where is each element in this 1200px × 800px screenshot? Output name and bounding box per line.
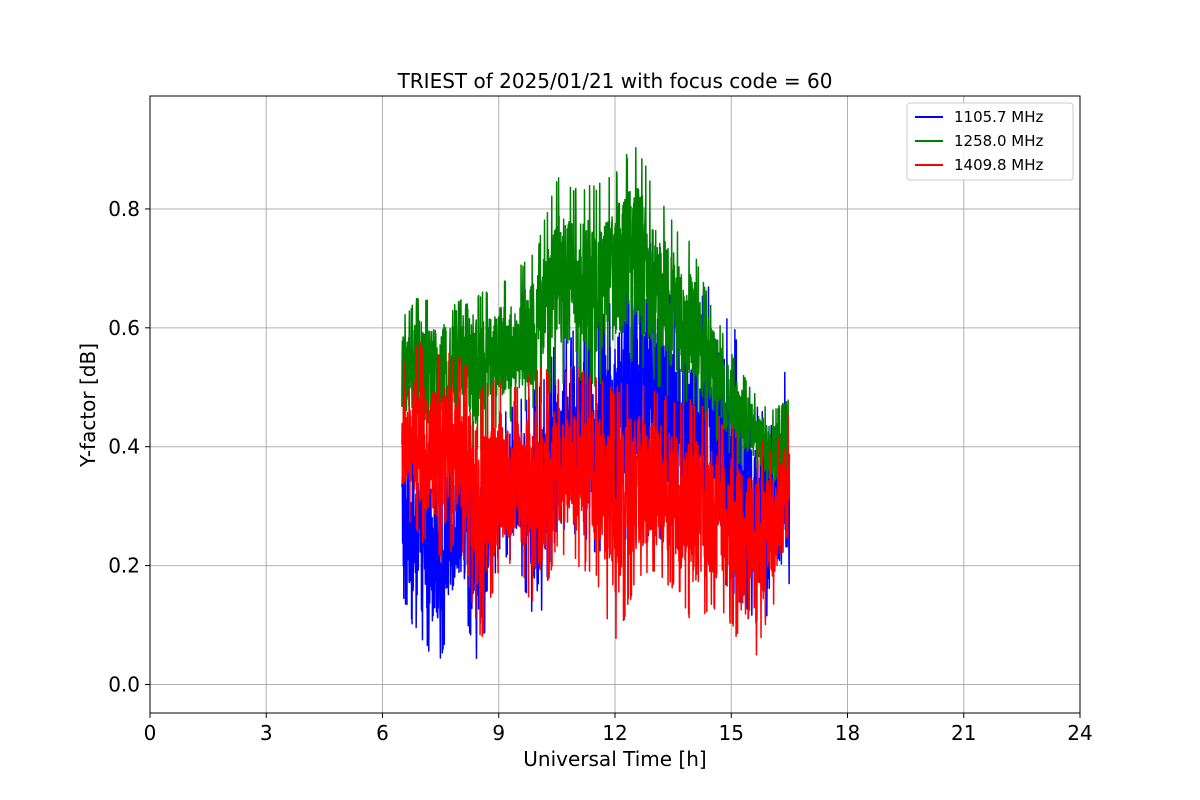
chart-title: TRIEST of 2025/01/21 with focus code = 6… <box>397 69 833 93</box>
legend-entry: 1409.8 MHz <box>954 156 1043 174</box>
legend-entry: 1258.0 MHz <box>954 132 1043 150</box>
series-line-3 <box>401 341 791 656</box>
legend: 1105.7 MHz 1258.0 MHz 1409.8 MHz <box>906 102 1074 181</box>
y-tick-label: 0.6 <box>108 316 140 340</box>
x-tick-label: 6 <box>376 721 389 745</box>
x-tick-label: 12 <box>602 721 627 745</box>
legend-entry: 1105.7 MHz <box>954 108 1043 126</box>
x-tick-label: 3 <box>260 721 273 745</box>
legend-box <box>906 102 1074 181</box>
x-tick-label: 24 <box>1067 721 1092 745</box>
y-tick-label: 0.0 <box>108 672 140 696</box>
x-tick-label: 15 <box>719 721 744 745</box>
axis-ticks: 0 3 6 9 12 15 18 21 24 0.0 0.2 0.4 0.6 0.8 <box>108 197 1093 745</box>
y-axis-label: Y-factor [dB] <box>76 343 100 468</box>
series-layer <box>401 147 791 659</box>
x-tick-label: 21 <box>951 721 976 745</box>
y-tick-label: 0.4 <box>108 435 140 459</box>
x-tick-label: 0 <box>144 721 157 745</box>
x-tick-label: 9 <box>492 721 505 745</box>
series-line-2 <box>401 147 791 504</box>
x-tick-label: 18 <box>835 721 860 745</box>
y-tick-label: 0.8 <box>108 197 140 221</box>
y-tick-label: 0.2 <box>108 554 140 578</box>
x-axis-label: Universal Time [h] <box>523 747 706 771</box>
